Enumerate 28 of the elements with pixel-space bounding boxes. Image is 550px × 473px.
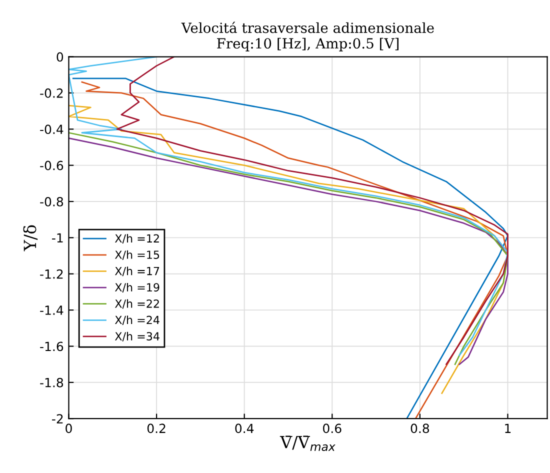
y-tick-label: -0.2 bbox=[40, 88, 63, 98]
y-tick-label: -0.8 bbox=[40, 196, 64, 206]
legend-label: X/h =34 bbox=[114, 332, 160, 342]
y-tick-label: -2 bbox=[52, 414, 63, 424]
chart-title: Velocitá trasaversale adimensionale bbox=[181, 22, 434, 34]
legend-label: X/h =24 bbox=[114, 316, 160, 326]
legend-label: X/h =12 bbox=[114, 234, 159, 244]
x-tick-label: 0.4 bbox=[235, 424, 254, 434]
x-tick-label: 1 bbox=[505, 424, 511, 433]
legend-label: X/h =22 bbox=[114, 299, 159, 309]
y-tick-label: -1.6 bbox=[40, 342, 64, 352]
y-tick-label: -0.6 bbox=[40, 160, 64, 170]
y-axis-title: Y/δ bbox=[23, 225, 38, 252]
legend-label: X/h =17 bbox=[114, 266, 160, 276]
y-tick-label: 0 bbox=[56, 52, 64, 62]
y-tick-label: -0.4 bbox=[40, 124, 64, 134]
x-tick-label: 0.2 bbox=[147, 424, 166, 434]
x-tick-label: 0.6 bbox=[323, 424, 342, 434]
y-tick-label: -1.2 bbox=[40, 269, 63, 279]
y-tick-label: -1 bbox=[52, 233, 63, 242]
legend-label: X/h =15 bbox=[114, 250, 160, 260]
x-axis-title: V̄/V̄$_{max}$ bbox=[280, 436, 336, 452]
y-tick-label: -1.4 bbox=[40, 306, 64, 315]
x-tick-label: 0 bbox=[66, 424, 72, 434]
chart-subtitle: Freq:10 [Hz], Amp:0.5 [V] bbox=[217, 38, 398, 52]
y-tick-label: -1.8 bbox=[40, 378, 64, 388]
legend-label: X/h =19 bbox=[114, 282, 160, 292]
x-tick-label: 0.8 bbox=[410, 424, 430, 434]
